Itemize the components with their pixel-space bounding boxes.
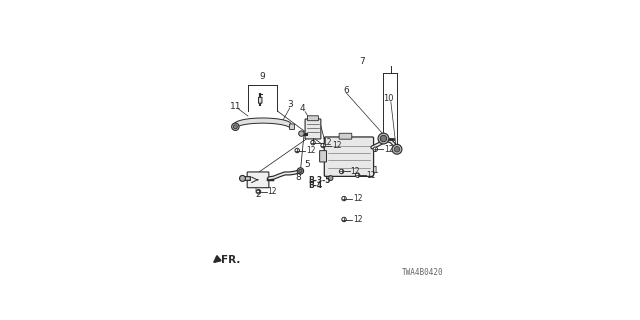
Text: 12: 12 — [323, 138, 332, 147]
Text: 12: 12 — [306, 146, 316, 155]
Circle shape — [234, 125, 237, 129]
Text: 8: 8 — [296, 173, 301, 182]
Text: B-3-5: B-3-5 — [308, 176, 331, 185]
Circle shape — [380, 135, 387, 142]
FancyBboxPatch shape — [259, 97, 262, 103]
Circle shape — [299, 131, 304, 136]
Circle shape — [256, 189, 260, 194]
Text: 11: 11 — [230, 102, 241, 111]
Text: 6: 6 — [344, 86, 349, 95]
Circle shape — [297, 168, 303, 174]
Circle shape — [299, 169, 302, 173]
Text: 12: 12 — [367, 171, 376, 180]
Text: 1: 1 — [373, 166, 379, 175]
Text: 4: 4 — [300, 104, 305, 113]
Text: 2: 2 — [256, 190, 261, 199]
Text: B-4: B-4 — [308, 181, 323, 190]
Circle shape — [311, 140, 315, 145]
Text: 12: 12 — [351, 167, 360, 176]
Polygon shape — [234, 118, 291, 129]
Circle shape — [342, 196, 346, 201]
Text: 3: 3 — [287, 100, 292, 109]
Text: 12: 12 — [384, 145, 394, 154]
Circle shape — [239, 175, 246, 181]
Circle shape — [394, 147, 400, 152]
Text: 12: 12 — [353, 194, 362, 203]
FancyBboxPatch shape — [319, 151, 326, 162]
Text: 5: 5 — [304, 160, 310, 169]
Circle shape — [355, 173, 360, 177]
Text: FR.: FR. — [221, 255, 241, 265]
Text: 12: 12 — [332, 141, 342, 150]
Text: TWA4B0420: TWA4B0420 — [402, 268, 444, 277]
Text: 9: 9 — [260, 72, 266, 81]
Circle shape — [295, 148, 300, 153]
Circle shape — [321, 143, 325, 148]
Text: 12: 12 — [353, 215, 362, 224]
Circle shape — [342, 217, 346, 222]
Circle shape — [373, 147, 378, 151]
Circle shape — [339, 169, 344, 174]
FancyBboxPatch shape — [247, 172, 269, 188]
Text: 10: 10 — [383, 94, 394, 103]
FancyBboxPatch shape — [305, 119, 321, 139]
FancyBboxPatch shape — [339, 133, 352, 139]
Text: 12: 12 — [268, 187, 277, 196]
Circle shape — [328, 176, 333, 180]
Text: 7: 7 — [360, 57, 365, 66]
FancyBboxPatch shape — [289, 124, 294, 130]
FancyBboxPatch shape — [324, 137, 374, 176]
FancyBboxPatch shape — [308, 116, 318, 121]
Circle shape — [232, 123, 239, 131]
Circle shape — [392, 144, 402, 154]
Circle shape — [378, 133, 389, 144]
